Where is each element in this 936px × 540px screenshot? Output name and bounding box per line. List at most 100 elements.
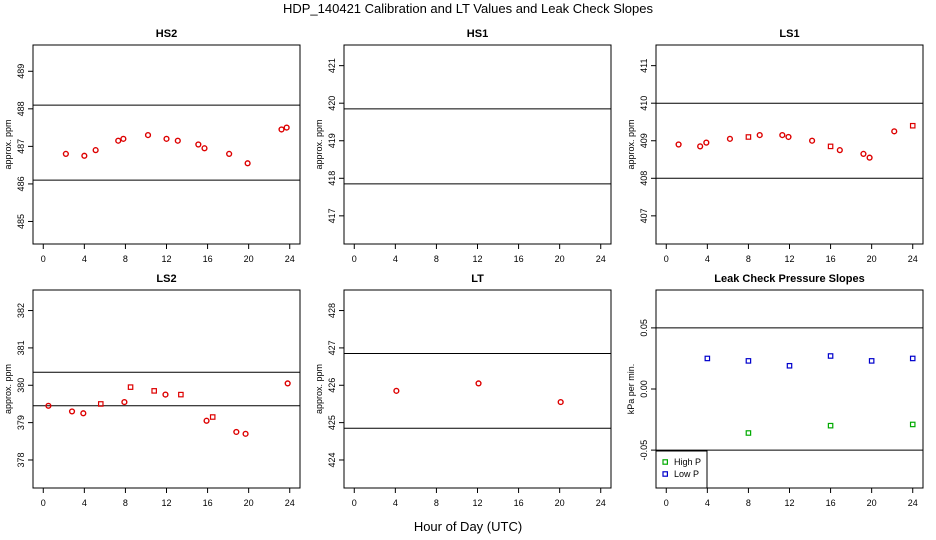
data-point — [909, 122, 916, 129]
x-tick-label: 0 — [664, 254, 669, 264]
panel-title: HS1 — [467, 28, 488, 40]
data-point — [162, 391, 169, 398]
panel-title: LS2 — [156, 273, 176, 285]
panel-ls1: LS1 approx. ppm 0 4 8 12 16 20 24 407 408 409 410 411 — [626, 28, 924, 264]
data-point — [242, 430, 249, 437]
x-tick-label: 12 — [784, 254, 794, 264]
y-tick-label: 378 — [16, 452, 26, 467]
legend-entry: High P — [674, 457, 701, 467]
x-tick-label: 24 — [908, 254, 918, 264]
x-tick-label: 4 — [82, 498, 87, 508]
y-axis-label: approx. ppm — [3, 364, 13, 414]
data-point — [475, 380, 482, 387]
data-point — [675, 141, 682, 148]
panel-leak-check-pressure-slopes: Leak Check Pressure Slopes kPa per min. 0 4… — [626, 273, 924, 508]
y-axis-label: approx. ppm — [3, 119, 13, 169]
data-point — [827, 143, 834, 150]
data-point — [860, 150, 867, 157]
x-tick-label: 0 — [41, 498, 46, 508]
y-tick-label: 428 — [327, 303, 337, 318]
x-tick-label: 12 — [161, 254, 171, 264]
data-point — [92, 147, 99, 154]
data-point — [244, 160, 251, 167]
legend-marker — [662, 459, 669, 465]
x-tick-label: 12 — [472, 254, 482, 264]
x-tick-label: 24 — [285, 254, 295, 264]
data-point — [779, 132, 786, 139]
x-tick-label: 12 — [472, 498, 482, 508]
data-point — [127, 384, 134, 390]
y-tick-label: -0.05 — [639, 440, 649, 461]
data-point — [144, 132, 152, 139]
data-point — [786, 362, 793, 369]
plot-frame — [343, 44, 612, 245]
y-tick-label: 425 — [327, 415, 337, 430]
data-point — [284, 380, 291, 387]
data-point — [909, 355, 916, 362]
x-tick-label: 8 — [123, 254, 128, 264]
x-tick-label: 0 — [352, 254, 357, 264]
y-axis-label: kPa per min. — [626, 364, 636, 415]
y-tick-label: 489 — [16, 64, 26, 79]
x-tick-label: 8 — [123, 498, 128, 508]
data-point — [174, 137, 181, 144]
x-tick-label: 0 — [664, 498, 669, 508]
panel-hs1: HS1 approx. ppm 0 4 8 12 16 20 24 417 418 419 420 421 — [314, 28, 612, 264]
data-point — [151, 388, 157, 394]
y-tick-label: 409 — [639, 133, 649, 148]
legend-entry: Low P — [674, 469, 699, 479]
data-point — [120, 135, 127, 142]
data-point — [195, 141, 202, 148]
x-tick-label: 16 — [203, 254, 213, 264]
y-tick-label: 381 — [16, 340, 26, 355]
data-point — [868, 358, 875, 364]
data-point — [226, 150, 233, 157]
y-axis-label: approx. ppm — [314, 364, 324, 414]
x-tick-label: 16 — [514, 498, 524, 508]
y-tick-label: 426 — [327, 378, 337, 393]
y-tick-label: 421 — [327, 58, 337, 73]
x-tick-label: 12 — [784, 498, 794, 508]
y-tick-label: 485 — [16, 214, 26, 229]
x-tick-label: 4 — [393, 254, 398, 264]
legend: High P Low P — [655, 450, 708, 489]
x-tick-label: 12 — [161, 498, 171, 508]
data-point — [201, 145, 208, 152]
y-tick-label: 424 — [327, 452, 337, 467]
y-tick-label: 417 — [327, 208, 337, 223]
y-tick-label: 0.00 — [639, 380, 649, 398]
data-point — [703, 139, 710, 146]
data-point — [808, 137, 816, 144]
x-tick-label: 24 — [596, 254, 606, 264]
data-point — [283, 124, 290, 131]
data-point — [81, 152, 88, 159]
y-tick-label: 427 — [327, 340, 337, 355]
y-tick-label: 382 — [16, 303, 26, 318]
x-tick-label: 4 — [705, 498, 710, 508]
x-tick-label: 20 — [244, 498, 254, 508]
panel-lt: LT approx. ppm 0 4 8 12 16 20 24 424 425 426 427 428 — [314, 273, 612, 508]
y-axis-label: approx. ppm — [626, 119, 636, 169]
legend-box — [655, 450, 708, 489]
x-tick-label: 8 — [434, 254, 439, 264]
data-point — [115, 137, 122, 144]
data-point — [756, 132, 763, 139]
panel-title: Leak Check Pressure Slopes — [714, 273, 864, 285]
plot-frame — [655, 44, 924, 245]
x-tick-label: 8 — [434, 498, 439, 508]
x-tick-label: 20 — [244, 254, 254, 264]
y-tick-label: 487 — [16, 139, 26, 154]
y-tick-label: 486 — [16, 176, 26, 191]
x-tick-label: 20 — [867, 498, 877, 508]
y-tick-label: 0.05 — [639, 319, 649, 337]
data-point — [827, 422, 834, 429]
data-point — [163, 135, 170, 142]
y-tick-label: 380 — [16, 378, 26, 393]
data-point — [785, 133, 792, 141]
figure-title: HDP_140421 Calibration and LT Values and… — [283, 1, 654, 16]
plot-frame — [343, 289, 612, 489]
y-tick-label: 418 — [327, 171, 337, 186]
panel-title: HS2 — [156, 28, 177, 40]
data-point — [827, 353, 834, 359]
data-point — [745, 358, 752, 364]
